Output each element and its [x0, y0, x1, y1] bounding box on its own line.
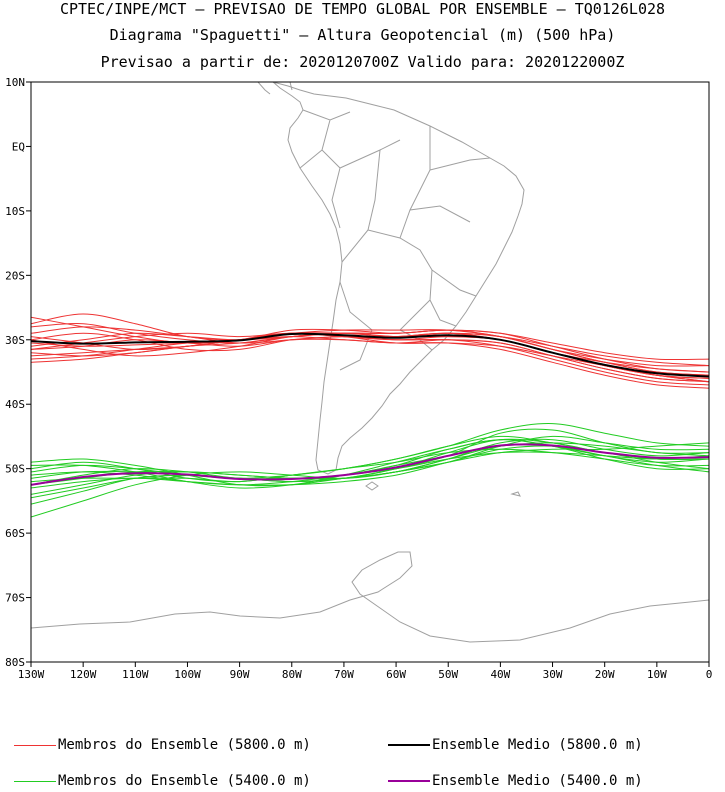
y-tick-label: 50S	[5, 463, 25, 476]
legend-swatch-mean-5400	[388, 780, 430, 782]
member-5800-line-9	[31, 329, 709, 361]
y-tick-label: 70S	[5, 592, 25, 605]
country-borders	[299, 109, 491, 371]
coastline-map	[31, 82, 709, 643]
y-tick-label: 40S	[5, 398, 25, 411]
y-tick-label: 20S	[5, 269, 25, 282]
member-5400-line-5	[31, 428, 709, 505]
x-tick-label: 10W	[647, 668, 667, 681]
x-tick-label: 110W	[122, 668, 149, 681]
chart-title-line-2: Diagrama "Spaguetti" — Altura Geopotenci…	[109, 26, 616, 44]
member-5800-line-7	[31, 313, 709, 367]
mean-5800-line	[31, 332, 709, 378]
central-america-coastline	[257, 82, 293, 95]
legend-swatch-mean-5800	[388, 744, 430, 746]
member-5800-line-8	[31, 336, 709, 389]
x-tick-label: 0	[706, 668, 713, 681]
mean-5400-line	[31, 443, 709, 486]
y-tick-label: 30S	[5, 334, 25, 347]
x-tick-label: 120W	[70, 668, 97, 681]
x-tick-label: 100W	[174, 668, 201, 681]
x-tick-label: 50W	[438, 668, 458, 681]
member-5800-line-12	[31, 316, 709, 376]
south-georgia-outline	[510, 491, 521, 497]
x-tick-label: 90W	[230, 668, 250, 681]
x-tick-label: 30W	[543, 668, 563, 681]
y-tick-label: EQ	[12, 140, 25, 153]
chart-title-line-3: Previsao a partir de: 2020120700Z Valido…	[100, 53, 625, 71]
member-5800-line-14	[31, 332, 709, 367]
x-tick-label: 20W	[595, 668, 615, 681]
plot-frame	[30, 81, 710, 663]
y-tick-label: 10S	[5, 205, 25, 218]
y-tick-label: 10N	[5, 76, 25, 89]
legend-mean-5800: Ensemble Medio (5800.0 m)	[388, 735, 643, 755]
legend-label-mean-5800: Ensemble Medio (5800.0 m)	[432, 737, 643, 753]
south-america-coastline	[272, 82, 525, 475]
falklands-outline	[365, 481, 379, 491]
x-tick-label: 70W	[334, 668, 354, 681]
legend-mean-5400: Ensemble Medio (5400.0 m)	[388, 771, 643, 791]
member-5800-line-10	[31, 326, 709, 383]
spaghetti-map: 130W 120W 110W 100W 90W 80W 70W 60W 50W 40W 30W 20W…	[5, 76, 713, 681]
member-5800-line-13	[31, 332, 709, 383]
y-tick-label: 60S	[5, 527, 25, 540]
x-tick-label: 40W	[490, 668, 510, 681]
member-5400-line-9	[31, 423, 709, 479]
member-5800-line-15	[31, 332, 709, 383]
legend-swatch-member-5800	[14, 744, 56, 746]
x-tick-label: 60W	[386, 668, 406, 681]
x-tick-label: 130W	[18, 668, 45, 681]
member-5400-line-12	[31, 442, 709, 499]
legend-label-mean-5400: Ensemble Medio (5400.0 m)	[432, 773, 643, 789]
member-5400-line-14	[31, 442, 709, 486]
legend-swatch-member-5400	[14, 780, 56, 782]
legend-label-member-5400: Membros do Ensemble (5400.0 m)	[58, 773, 311, 789]
chart-title-line-1: CPTEC/INPE/MCT — PREVISAO DE TEMPO GLOBA…	[59, 0, 666, 18]
legend-member-5400: Membros do Ensemble (5400.0 m)	[14, 771, 311, 791]
y-tick-label: 80S	[5, 656, 25, 669]
legend-member-5800: Membros do Ensemble (5800.0 m)	[14, 735, 311, 755]
legend-label-member-5800: Membros do Ensemble (5800.0 m)	[58, 737, 311, 753]
antarctica-coastline	[31, 551, 709, 643]
x-tick-label: 80W	[282, 668, 302, 681]
